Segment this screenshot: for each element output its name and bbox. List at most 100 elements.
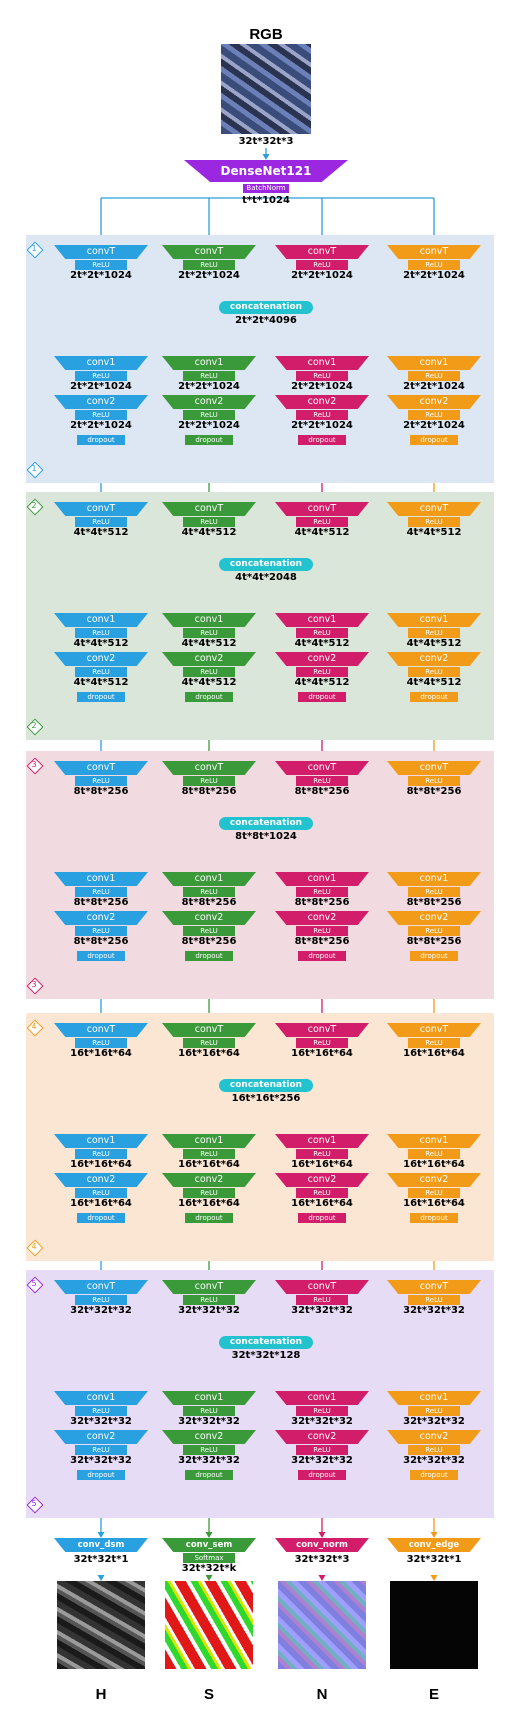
branch-shape: 32t*32t*32 <box>291 1305 353 1316</box>
convT-block: convT <box>275 1280 369 1294</box>
conv1-shape: 4t*4t*512 <box>294 638 350 649</box>
conv2-block: conv2 <box>54 911 148 925</box>
conv1-block: conv1 <box>162 872 256 886</box>
relu-block: ReLU <box>408 1406 460 1416</box>
relu-block: ReLU <box>183 1445 235 1455</box>
stage-4-marker-label: 4 <box>31 1022 37 1031</box>
conv1-shape: 4t*4t*512 <box>406 638 462 649</box>
conv1-block: conv1 <box>387 613 481 627</box>
branch-shape: 16t*16t*64 <box>70 1048 132 1059</box>
relu-block: ReLU <box>408 1038 460 1048</box>
stage-1-marker-label: 1 <box>31 464 37 473</box>
conv2-shape: 2t*2t*1024 <box>403 420 465 431</box>
relu-block: ReLU <box>75 667 127 677</box>
relu-block: ReLU <box>408 1149 460 1159</box>
convT-block: convT <box>162 245 256 259</box>
relu-block: ReLU <box>183 1188 235 1198</box>
relu-block: ReLU <box>296 1295 348 1305</box>
conv2-shape: 8t*8t*256 <box>406 936 462 947</box>
convT-block: convT <box>387 1280 481 1294</box>
conv2-shape: 4t*4t*512 <box>406 677 462 688</box>
branch-shape: 2t*2t*1024 <box>70 270 132 281</box>
branch-shape: 16t*16t*64 <box>403 1048 465 1059</box>
output-image-S <box>165 1581 253 1669</box>
conv1-block: conv1 <box>387 1391 481 1405</box>
relu-block: ReLU <box>183 628 235 638</box>
conv2-shape: 16t*16t*64 <box>70 1198 132 1209</box>
conv2-shape: 8t*8t*256 <box>73 936 129 947</box>
dropout-block: dropout <box>410 435 458 445</box>
conv1-shape: 4t*4t*512 <box>181 638 237 649</box>
relu-block: ReLU <box>75 371 127 381</box>
relu-block: ReLU <box>296 776 348 786</box>
relu-block: ReLU <box>408 1188 460 1198</box>
dropout-block: dropout <box>77 1213 125 1223</box>
input-shape: 32t*32t*3 <box>238 136 294 147</box>
convT-block: convT <box>54 1023 148 1037</box>
concat-shape: 4t*4t*2048 <box>235 572 297 583</box>
arrow-down-icon <box>430 1575 438 1581</box>
dropout-block: dropout <box>410 951 458 961</box>
stage-5-marker-label: 5 <box>31 1499 37 1508</box>
relu-block: ReLU <box>296 260 348 270</box>
branch-shape: 16t*16t*64 <box>178 1048 240 1059</box>
output-image-H <box>57 1581 145 1669</box>
relu-block: ReLU <box>408 926 460 936</box>
backbone-shape: t*t*1024 <box>242 195 290 206</box>
conv2-block: conv2 <box>162 911 256 925</box>
branch-shape: 2t*2t*1024 <box>291 270 353 281</box>
branch-shape: 2t*2t*1024 <box>178 270 240 281</box>
branch-shape: 8t*8t*256 <box>73 786 129 797</box>
concatenation-block: concatenation <box>219 1079 313 1092</box>
conv2-block: conv2 <box>162 1173 256 1187</box>
conv2-block: conv2 <box>162 652 256 666</box>
conv2-block: conv2 <box>387 652 481 666</box>
branch-shape: 4t*4t*512 <box>406 527 462 538</box>
conv2-block: conv2 <box>54 652 148 666</box>
relu-block: ReLU <box>296 1445 348 1455</box>
concat-shape: 2t*2t*4096 <box>235 315 297 326</box>
conv2-block: conv2 <box>275 1430 369 1444</box>
conv1-block: conv1 <box>54 872 148 886</box>
convT-block: convT <box>387 245 481 259</box>
head-shape: 32t*32t*1 <box>73 1554 129 1565</box>
concat-shape: 16t*16t*256 <box>231 1093 301 1104</box>
conv2-block: conv2 <box>162 1430 256 1444</box>
conv1-shape: 2t*2t*1024 <box>178 381 240 392</box>
relu-block: ReLU <box>296 410 348 420</box>
dropout-block: dropout <box>77 1470 125 1480</box>
conv1-block: conv1 <box>387 1134 481 1148</box>
branch-shape: 4t*4t*512 <box>73 527 129 538</box>
convT-block: convT <box>162 1023 256 1037</box>
dropout-block: dropout <box>185 692 233 702</box>
dropout-block: dropout <box>77 692 125 702</box>
dropout-block: dropout <box>298 1213 346 1223</box>
relu-block: ReLU <box>408 628 460 638</box>
arrow-down-icon <box>205 1575 213 1581</box>
convT-block: convT <box>275 245 369 259</box>
conv1-shape: 32t*32t*32 <box>403 1416 465 1427</box>
convT-block: convT <box>54 502 148 516</box>
dropout-block: dropout <box>298 1470 346 1480</box>
relu-block: ReLU <box>75 887 127 897</box>
convT-block: convT <box>387 502 481 516</box>
convT-block: convT <box>275 1023 369 1037</box>
head-conv_edge-block: conv_edge <box>387 1538 481 1552</box>
conv1-shape: 2t*2t*1024 <box>291 381 353 392</box>
dropout-block: dropout <box>185 435 233 445</box>
conv2-block: conv2 <box>54 395 148 409</box>
branch-shape: 8t*8t*256 <box>294 786 350 797</box>
relu-block: ReLU <box>296 517 348 527</box>
conv1-shape: 16t*16t*64 <box>403 1159 465 1170</box>
convT-block: convT <box>162 502 256 516</box>
dropout-block: dropout <box>185 1213 233 1223</box>
head-activation: Softmax <box>183 1553 235 1563</box>
stage-1-marker-label: 1 <box>31 244 37 253</box>
conv2-shape: 4t*4t*512 <box>294 677 350 688</box>
conv1-block: conv1 <box>54 356 148 370</box>
stage-4-marker-label: 4 <box>31 1242 37 1251</box>
relu-block: ReLU <box>408 1445 460 1455</box>
conv1-shape: 2t*2t*1024 <box>403 381 465 392</box>
relu-block: ReLU <box>408 260 460 270</box>
arrow-down-icon <box>205 1532 213 1538</box>
